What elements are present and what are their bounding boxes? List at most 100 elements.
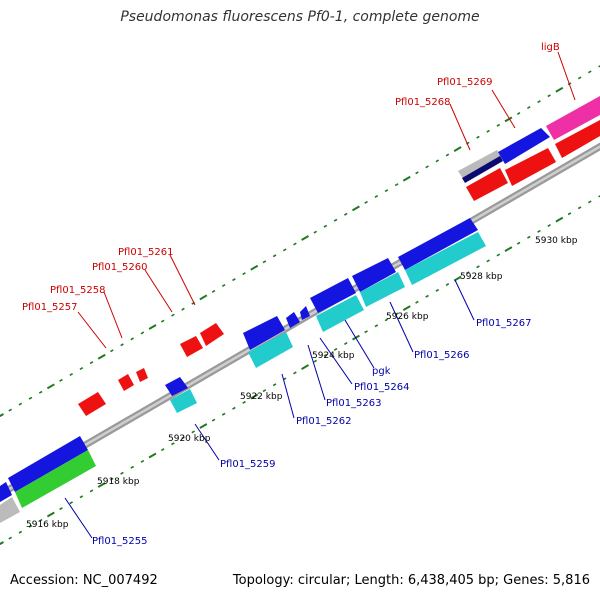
tick-outer-0 [0, 413, 4, 418]
gene-pfl01-5261[interactable] [200, 323, 224, 346]
tick-inner-53 [537, 229, 541, 233]
label-pfl01-5261[interactable]: Pfl01_5261 [118, 247, 174, 258]
gene-pfl01-5268[interactable] [458, 150, 503, 180]
gene-pfl01-5263[interactable] [286, 312, 300, 328]
tick-inner-41 [415, 300, 419, 304]
tick-outer-17 [171, 313, 175, 317]
tick-inner-22 [221, 412, 226, 416]
label-pfl01-5258[interactable]: Pfl01_5258 [50, 285, 106, 296]
tick-inner-7 [69, 501, 73, 505]
tick-outer-15 [148, 324, 157, 330]
gene-ligb[interactable] [546, 96, 600, 140]
tick-outer-47 [476, 135, 480, 139]
scale-label-5928: 5928 kbp [460, 272, 503, 282]
gene-pfl01-5267-cyan[interactable] [405, 232, 486, 285]
gene-pfl01-5267[interactable] [398, 218, 478, 270]
gene-pgk-cyan[interactable] [316, 295, 364, 332]
gene-pfl01-5266[interactable] [352, 258, 396, 292]
tick-inner-12 [120, 471, 124, 475]
gene-pfl01-5258[interactable] [136, 368, 148, 382]
tick-outer-32 [323, 224, 328, 228]
gene-pfl01-5262[interactable] [243, 316, 285, 350]
tick-outer-1 [8, 408, 12, 412]
gene-pfl01-5269[interactable] [498, 128, 550, 164]
tick-outer-11 [110, 349, 114, 353]
tick-outer-18 [181, 307, 185, 311]
gene-pfl01-5259[interactable] [165, 377, 188, 396]
gene-pfl01-5255-green[interactable] [15, 450, 96, 508]
gene-pfl01-5255-blue[interactable] [8, 436, 88, 492]
tick-inner-58 [588, 200, 592, 204]
scale-label-5930: 5930 kbp [535, 236, 578, 246]
label-pfl01-5266[interactable]: Pfl01_5266 [414, 350, 470, 361]
tick-outer-36 [364, 200, 368, 204]
tick-inner-25 [250, 393, 259, 400]
tick-outer-48 [486, 129, 490, 133]
tick-inner-1 [8, 536, 12, 540]
tick-outer-13 [130, 337, 134, 341]
tick-inner-10 [97, 482, 106, 488]
tick-inner-13 [130, 465, 134, 469]
tick-outer-34 [343, 212, 348, 216]
label-pfl01-5268[interactable]: Pfl01_5268 [395, 97, 451, 108]
gene-pfl01-5258b[interactable] [118, 374, 134, 391]
gene-ligb-red[interactable] [555, 120, 600, 158]
gene-pfl01-5257[interactable] [78, 392, 106, 416]
tick-outer-16 [160, 319, 165, 323]
gene-pgk[interactable] [310, 278, 356, 313]
gene-pfl01-5260[interactable] [180, 336, 203, 357]
label-pfl01-5264[interactable]: Pfl01_5264 [354, 382, 410, 393]
tick-inner-49 [496, 253, 501, 257]
tick-inner-27 [272, 383, 277, 387]
label-pfl01-5257[interactable]: Pfl01_5257 [22, 302, 78, 313]
tick-outer-52 [527, 106, 531, 109]
gene-pfl01-5254-blue[interactable] [0, 482, 12, 502]
tick-inner-3 [28, 524, 33, 528]
gene-pfl01-5259-cyan[interactable] [170, 389, 197, 413]
tick-inner-2 [18, 530, 23, 534]
tick-outer-10 [97, 353, 106, 360]
tick-inner-36 [364, 330, 368, 334]
gene-pfl01-5268-red[interactable] [466, 168, 508, 201]
tick-outer-5 [46, 383, 55, 390]
label-pfl01-5263[interactable]: Pfl01_5263 [326, 398, 382, 409]
scale-label-5920: 5920 kbp [168, 434, 211, 444]
tick-outer-44 [445, 153, 450, 157]
label-pfl01-5267[interactable]: Pfl01_5267 [476, 318, 532, 329]
label-pfl01-5255[interactable]: Pfl01_5255 [92, 536, 148, 547]
label-pgk[interactable]: pgk [372, 366, 391, 377]
tick-outer-55 [555, 86, 564, 93]
tick-inner-9 [89, 489, 94, 493]
label-pfl01-5259[interactable]: Pfl01_5259 [220, 459, 276, 470]
tick-outer-7 [69, 373, 73, 376]
tick-row-outer [0, 65, 600, 418]
tick-outer-58 [588, 70, 592, 74]
tick-outer-29 [293, 242, 297, 246]
tick-inner-47 [476, 265, 480, 269]
tick-inner-24 [242, 400, 246, 404]
label-pfl01-5260[interactable]: Pfl01_5260 [92, 262, 148, 273]
gene-pfl01-5269-red[interactable] [505, 148, 556, 186]
gene-pfl01-5254-grey[interactable] [0, 497, 20, 523]
gene-pfl01-5268-dark[interactable] [462, 156, 503, 183]
gene-pfl01-5264[interactable] [300, 306, 310, 320]
label-pfl01-5262[interactable]: Pfl01_5262 [296, 416, 352, 427]
tick-inner-29 [293, 371, 297, 375]
tick-inner-31 [313, 359, 318, 363]
tick-inner-38 [384, 318, 389, 322]
gene-pfl01-5262-cyan[interactable] [248, 332, 293, 368]
tick-inner-46 [466, 271, 470, 275]
tick-inner-5 [46, 511, 55, 518]
tick-inner-42 [425, 294, 429, 298]
backbone-inner [0, 145, 600, 496]
tick-inner-33 [333, 347, 338, 351]
label-leaders [64, 51, 576, 539]
tick-inner-19 [191, 430, 195, 434]
tick-outer-25 [250, 264, 259, 271]
label-pfl01-5269[interactable]: Pfl01_5269 [437, 77, 493, 88]
gene-pfl01-5266-cyan[interactable] [360, 272, 405, 307]
tick-outer-59 [598, 65, 600, 68]
label-ligb[interactable]: ligB [541, 42, 560, 53]
tick-inner-16 [160, 448, 165, 452]
genome-summary-text: Topology: circular; Length: 6,438,405 bp… [232, 573, 590, 588]
